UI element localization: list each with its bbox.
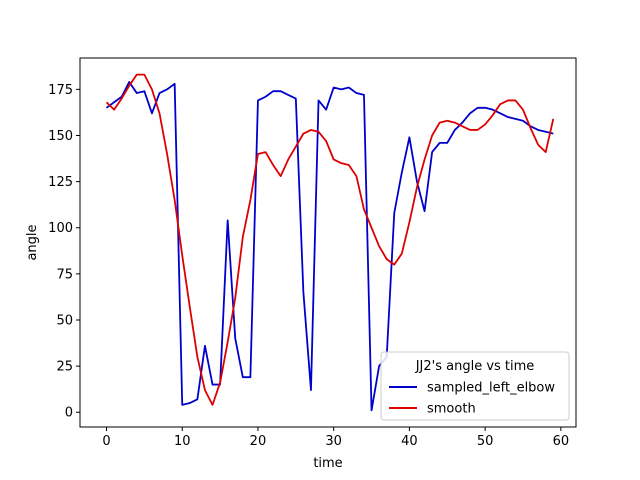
y-tick-label: 0 [65,406,73,421]
plot-area-frame [79,57,577,428]
y-tick-label: 75 [56,267,73,282]
y-axis: 0 25 50 75 100 125 150 175 [48,83,80,421]
x-tick-label: 10 [174,434,191,449]
x-tick-label: 60 [553,434,570,449]
legend-label-smooth: smooth [427,402,476,417]
y-tick-label: 175 [48,83,73,98]
y-tick-label: 25 [56,360,73,375]
series-line-sampled-left-elbow [105,81,554,412]
y-axis-label: angle [25,224,40,260]
x-tick-label: 40 [401,434,418,449]
x-tick-label: 30 [325,434,342,449]
legend: JJ2's angle vs time sampled_left_elbow s… [380,351,570,421]
legend-box [380,351,570,421]
y-tick-label: 100 [48,221,73,236]
legend-label-sampled-left-elbow: sampled_left_elbow [427,381,555,396]
series-line-smooth [105,73,555,406]
x-tick-label: 0 [102,434,110,449]
x-tick-label: 20 [250,434,267,449]
x-axis-label: time [313,456,342,471]
legend-title: JJ2's angle vs time [415,359,535,374]
x-tick-label: 50 [477,434,494,449]
series-layer [105,73,555,412]
y-tick-label: 50 [56,313,73,328]
y-tick-label: 125 [48,175,73,190]
y-tick-label: 150 [48,129,73,144]
x-axis: 0 10 20 30 40 50 60 [102,427,569,449]
